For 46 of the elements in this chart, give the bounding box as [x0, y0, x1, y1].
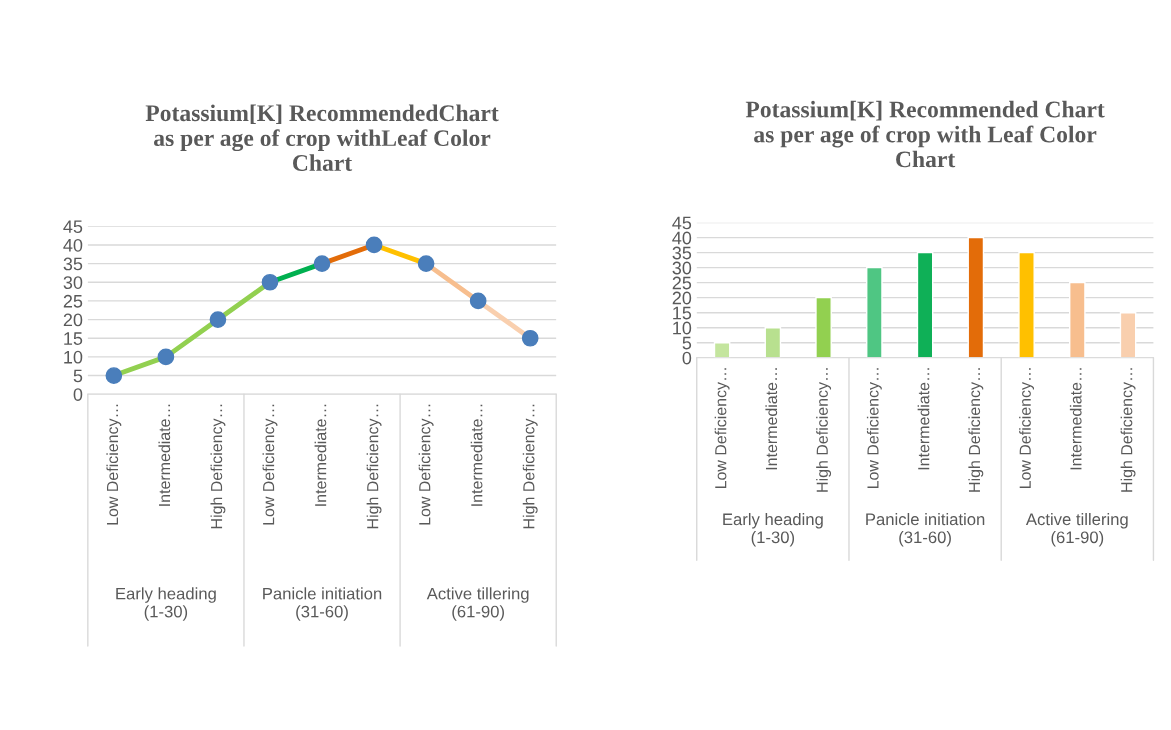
x-tick-label: Intermediate… [917, 368, 930, 470]
x-tick-label: Low Deficiency… [106, 404, 122, 525]
x-tick-label: Low Deficiency… [714, 368, 730, 489]
x-tick-label: Intermediate… [314, 404, 327, 506]
y-tick-label: 35 [63, 257, 83, 271]
x-tick-label: High Deficiency… [210, 404, 226, 529]
y-tick-label: 30 [672, 261, 692, 275]
text: Early heading (1-30) [723, 513, 823, 547]
y-tick-label: 10 [64, 350, 83, 364]
y-tick-label: 20 [672, 291, 692, 305]
x-tick-label: Intermediate… [1069, 368, 1082, 470]
x-tick-label: Low Deficiency… [262, 404, 278, 525]
text: Active tillering (61-90) [426, 587, 529, 621]
x-tick-label: Intermediate… [470, 404, 483, 506]
x-tick-label: Intermediate… [765, 368, 778, 470]
y-tick-label: 5 [682, 336, 692, 350]
chart-title: Potassium[K] RecommendedChart as per age of crop withLeaf Color Chart [145, 104, 499, 171]
text: Early heading (1-30) [116, 587, 216, 621]
y-tick-label: 45 [63, 220, 83, 234]
chart-title: Potassium[K] Recommended Chart as per age of crop with Leaf Color Chart [745, 100, 1105, 168]
x-tick-label: Low Deficiency… [418, 404, 434, 525]
y-tick-label: 30 [63, 276, 83, 289]
text: Panicle initiation (31-60) [866, 513, 985, 547]
text: Active tillering (61-90) [1025, 513, 1128, 547]
x-tick-label: High Deficiency… [522, 404, 538, 529]
x-tick-label: High Deficiency… [816, 368, 832, 492]
x-tick-label: Low Deficiency… [1019, 368, 1035, 489]
x-tick-label: Low Deficiency… [866, 368, 882, 489]
y-tick-label: 45 [672, 216, 692, 230]
y-tick-label: 40 [672, 231, 692, 245]
text: Panicle initiation (31-60) [263, 587, 382, 621]
y-tick-label: 0 [682, 351, 692, 365]
y-tick-label: 20 [63, 313, 83, 327]
y-tick-label: 35 [672, 246, 692, 260]
x-tick-label: Intermediate… [158, 404, 171, 506]
y-tick-label: 40 [63, 238, 83, 252]
x-tick-label: High Deficiency… [968, 368, 984, 492]
y-tick-label: 15 [64, 332, 83, 345]
x-tick-label: High Deficiency… [1120, 368, 1136, 492]
y-tick-label: 0 [73, 388, 83, 401]
y-tick-label: 25 [63, 294, 83, 308]
y-tick-label: 25 [672, 276, 692, 290]
y-tick-label: 10 [673, 321, 692, 335]
x-tick-label: High Deficiency… [366, 404, 382, 529]
y-tick-label: 5 [73, 369, 83, 383]
y-tick-label: 15 [673, 306, 692, 320]
